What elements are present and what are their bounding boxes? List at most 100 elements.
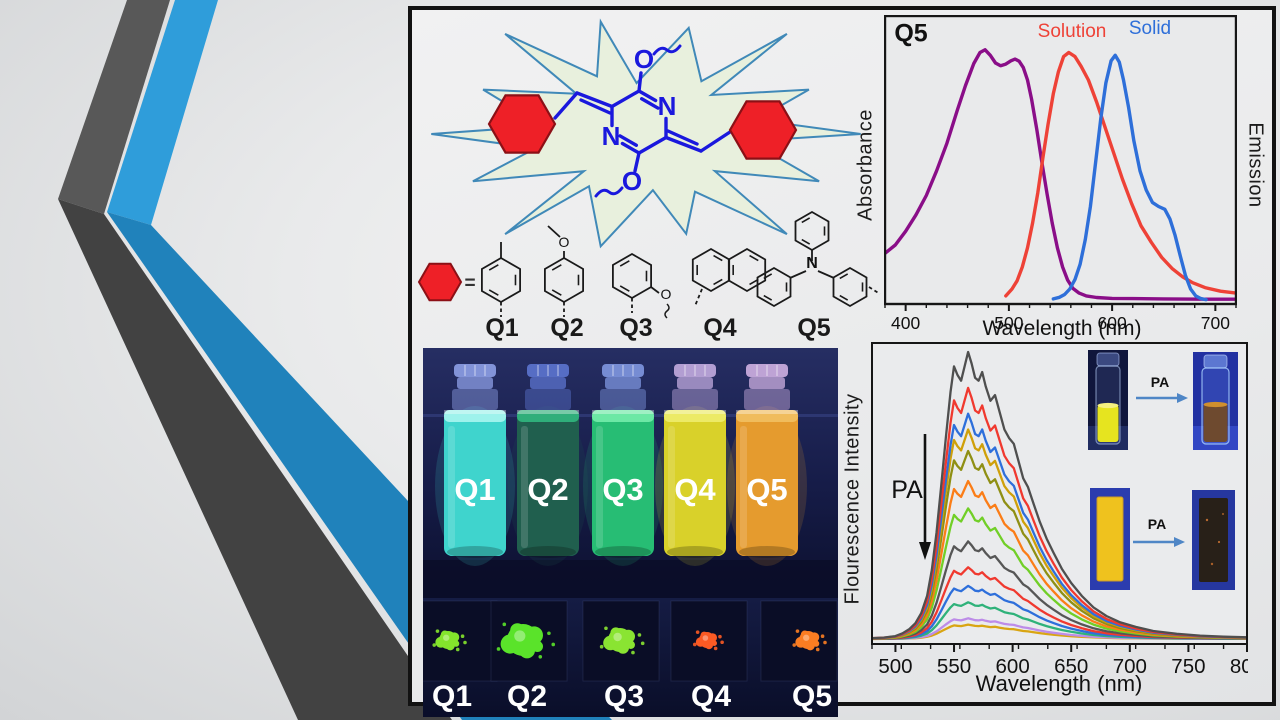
vial-q5: Q5 bbox=[727, 364, 807, 566]
vial-quenched-solution-photo bbox=[1193, 352, 1238, 450]
quench-chart: 500 550 600 650 700 750 800 PA bbox=[871, 342, 1248, 678]
powder-q2: Q2 bbox=[490, 600, 568, 713]
spectrum-curve bbox=[871, 507, 1248, 640]
pa-label-solution: PA bbox=[1150, 374, 1170, 390]
oxygen-atom-label: O bbox=[622, 166, 642, 196]
x-tick-label: 400 bbox=[891, 313, 920, 333]
benzene-ring bbox=[611, 252, 653, 300]
x-tick-label: 750 bbox=[1171, 655, 1205, 678]
aryl-hexagon bbox=[487, 94, 557, 154]
benzene-ring bbox=[481, 256, 521, 304]
x-tick-label: 700 bbox=[1113, 655, 1147, 678]
powder-label: Q4 bbox=[691, 680, 731, 713]
pa-label-solid: PA bbox=[1147, 516, 1167, 532]
vial-q2: Q2 bbox=[508, 364, 588, 566]
spectrum-curve bbox=[871, 449, 1248, 640]
substituent-label: Q4 bbox=[703, 314, 736, 342]
spectra-chart: 400 500 600 700 bbox=[884, 15, 1237, 333]
x-axis-ticks bbox=[871, 644, 1248, 652]
series-group bbox=[871, 350, 1248, 641]
x-tick-label: 600 bbox=[1098, 313, 1127, 333]
figure-panel: N N O O = Q1 O Q2 O Q3 Q4 N Q5 400 500 600 700 Q5 Solut… bbox=[408, 6, 1276, 717]
fluorescence-axis-label: Flourescence Intensity bbox=[841, 393, 864, 605]
spectrum-curve bbox=[871, 601, 1248, 641]
vial-q1: Q1 bbox=[435, 364, 515, 566]
series-group bbox=[884, 48, 1237, 302]
amine-nitrogen-label: N bbox=[806, 255, 818, 272]
powder-q4: Q4 bbox=[670, 600, 748, 713]
oxygen-atom-label: O bbox=[634, 44, 654, 74]
powder-label: Q5 bbox=[792, 680, 832, 713]
nitrogen-atom-label: N bbox=[658, 91, 677, 121]
benzene-ring bbox=[832, 266, 868, 308]
x-tick-label: 550 bbox=[937, 655, 971, 678]
aryl-hexagon bbox=[728, 100, 798, 160]
aryl-key-hexagon bbox=[417, 262, 463, 302]
legend-solution: Solution bbox=[1037, 21, 1107, 42]
inset-solution-before bbox=[1088, 350, 1128, 450]
alkoxy-oxygen-label: O bbox=[661, 286, 672, 302]
benzene-ring bbox=[543, 256, 585, 304]
vial-label: Q4 bbox=[674, 472, 716, 507]
benzene-ring bbox=[794, 210, 830, 252]
inset-solution-after bbox=[1193, 352, 1238, 450]
axes-frame bbox=[871, 342, 1248, 645]
benzene-ring bbox=[727, 247, 767, 293]
yellow-solid-photo bbox=[1090, 488, 1130, 590]
x-tick-label: 650 bbox=[1054, 655, 1088, 678]
inset-solid-after bbox=[1192, 490, 1235, 590]
legend-solid: Solid bbox=[1128, 18, 1172, 39]
x-tick-label: 500 bbox=[878, 655, 912, 678]
powder-q3: Q3 bbox=[582, 600, 660, 713]
spectrum-curve bbox=[871, 386, 1248, 640]
vial-label: Q1 bbox=[454, 472, 495, 507]
nitrogen-atom-label: N bbox=[602, 121, 621, 151]
x-tick-label: 700 bbox=[1201, 313, 1230, 333]
dark-solid-photo bbox=[1192, 490, 1235, 590]
axes-frame bbox=[884, 15, 1237, 306]
spectrum-curve bbox=[1004, 50, 1237, 298]
spectra-xlabel: Wavelength (nm) bbox=[982, 317, 1142, 340]
vial-yellow-solution-photo bbox=[1088, 350, 1128, 450]
methoxy-oxygen-label: O bbox=[559, 234, 570, 250]
spectrum-curve bbox=[871, 350, 1248, 640]
spectrum-curve bbox=[871, 584, 1248, 640]
powder-label: Q2 bbox=[507, 680, 547, 713]
equals-sign: = bbox=[464, 273, 475, 294]
benzene-ring bbox=[756, 266, 792, 308]
spectrum-curve bbox=[871, 479, 1248, 640]
x-tick-label: 800 bbox=[1230, 655, 1248, 678]
spectrum-curve bbox=[871, 566, 1248, 640]
x-tick-label: 500 bbox=[994, 313, 1023, 333]
pa-arrow-solid bbox=[1133, 537, 1185, 547]
spectrum-curve bbox=[884, 48, 1237, 301]
spectra-title: Q5 bbox=[894, 19, 928, 48]
uv-photo: Q1 Q2 Q3 Q4 Q5 Q1 Q2 Q3 Q4 Q5 bbox=[423, 348, 838, 717]
powder-q1: Q1 bbox=[423, 600, 498, 713]
powder-label: Q1 bbox=[432, 680, 472, 713]
gray-ribbon-upper bbox=[58, 0, 170, 214]
pyrazine-core bbox=[553, 44, 732, 198]
vial-label: Q3 bbox=[602, 472, 643, 507]
vial-q3: Q3 bbox=[583, 364, 663, 566]
substituent-label: Q2 bbox=[550, 314, 583, 342]
vial-q4: Q4 bbox=[655, 364, 735, 566]
quench-xlabel: Wavelength (nm) bbox=[975, 671, 1143, 696]
blue-ribbon-upper bbox=[107, 0, 218, 225]
x-axis-ticks bbox=[884, 304, 1237, 311]
powder-label: Q3 bbox=[604, 680, 644, 713]
substituent-label: Q1 bbox=[485, 314, 518, 342]
pa-annotation: PA bbox=[891, 434, 931, 560]
spectrum-curve bbox=[871, 412, 1248, 640]
x-tick-label: 600 bbox=[996, 655, 1030, 678]
powder-q5: Q5 bbox=[760, 600, 838, 713]
gray-ribbon-lower bbox=[58, 199, 452, 720]
substituent-label: Q5 bbox=[797, 314, 830, 342]
vial-label: Q2 bbox=[527, 472, 568, 507]
spectrum-curve bbox=[1051, 53, 1208, 302]
spectrum-curve bbox=[871, 617, 1248, 641]
inset-solid-before bbox=[1090, 488, 1130, 590]
starburst-shape bbox=[431, 18, 861, 249]
